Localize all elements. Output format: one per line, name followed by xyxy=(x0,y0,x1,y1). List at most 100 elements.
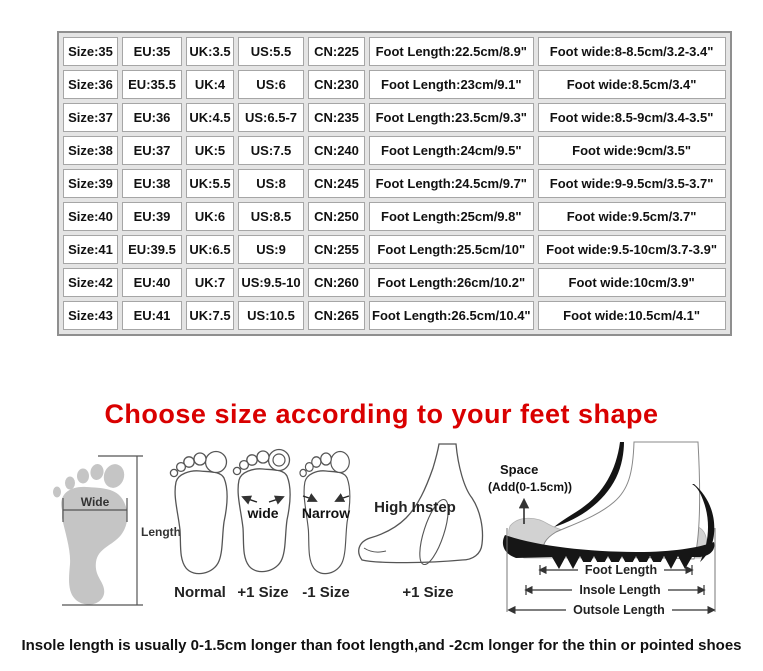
cell-us: US:10.5 xyxy=(238,301,304,330)
cell-foot-length: Foot Length:25.5cm/10" xyxy=(369,235,534,264)
cell-size: Size:41 xyxy=(63,235,118,264)
narrow-foot-size-label: -1 Size xyxy=(302,584,350,601)
high-instep-label: High Instep xyxy=(374,499,456,516)
table-row: Size:40 EU:39 UK:6 US:8.5 CN:250 Foot Le… xyxy=(63,202,726,231)
cell-foot-length: Foot Length:26.5cm/10.4" xyxy=(369,301,534,330)
table-row: Size:42 EU:40 UK:7 US:9.5-10 CN:260 Foot… xyxy=(63,268,726,297)
cell-cn: CN:250 xyxy=(308,202,365,231)
feet-shape-diagram: Wide Length Normal wide +1 Size Narrow -… xyxy=(53,441,716,617)
high-instep-size-label: +1 Size xyxy=(402,584,453,601)
size-table-body: Size:35 EU:35 UK:3.5 US:5.5 CN:225 Foot … xyxy=(63,37,726,330)
cell-foot-length: Foot Length:24.5cm/9.7" xyxy=(369,169,534,198)
cell-foot-length: Foot Length:23cm/9.1" xyxy=(369,70,534,99)
cell-foot-wide: Foot wide:8.5cm/3.4" xyxy=(537,70,726,99)
narrow-arrows-icon xyxy=(302,493,350,502)
cell-eu: EU:41 xyxy=(122,301,182,330)
cell-cn: CN:240 xyxy=(308,136,365,165)
outsole-icon xyxy=(502,535,715,569)
outsole-length-dim: Outsole Length xyxy=(507,602,716,617)
cell-eu: EU:39.5 xyxy=(122,235,182,264)
insole-length-dim: Insole Length xyxy=(524,582,706,597)
length-measure-label: Length xyxy=(141,525,181,539)
cell-size: Size:36 xyxy=(63,70,118,99)
shoe-heel-icon xyxy=(692,484,715,562)
normal-foot-diagram: Normal xyxy=(169,450,228,601)
insole-note: Insole length is usually 0-1.5cm longer … xyxy=(21,637,742,654)
cell-eu: EU:35 xyxy=(122,37,182,66)
table-row: Size:35 EU:35 UK:3.5 US:5.5 CN:225 Foot … xyxy=(63,37,726,66)
section-heading: Choose size according to your feet shape xyxy=(104,399,659,429)
cell-eu: EU:36 xyxy=(122,103,182,132)
cell-uk: UK:4.5 xyxy=(186,103,234,132)
table-row: Size:37 EU:36 UK:4.5 US:6.5-7 CN:235 Foo… xyxy=(63,103,726,132)
insole-length-label: Insole Length xyxy=(579,583,660,597)
cell-cn: CN:265 xyxy=(308,301,365,330)
cell-size: Size:43 xyxy=(63,301,118,330)
cell-uk: UK:5.5 xyxy=(186,169,234,198)
cell-foot-wide: Foot wide:9.5cm/3.7" xyxy=(537,202,726,231)
cell-foot-length: Foot Length:22.5cm/8.9" xyxy=(369,37,534,66)
cell-eu: EU:35.5 xyxy=(122,70,182,99)
shoe-front-icon xyxy=(554,442,624,527)
cell-uk: UK:6.5 xyxy=(186,235,234,264)
wide-measure-line xyxy=(62,498,128,522)
cell-foot-wide: Foot wide:9-9.5cm/3.5-3.7" xyxy=(537,169,726,198)
foot-length-dim: Foot Length xyxy=(538,562,694,577)
cell-us: US:9.5-10 xyxy=(238,268,304,297)
cell-eu: EU:39 xyxy=(122,202,182,231)
cell-cn: CN:225 xyxy=(308,37,365,66)
space-label: Space xyxy=(500,462,538,477)
cell-us: US:8.5 xyxy=(238,202,304,231)
foot-length-label: Foot Length xyxy=(585,563,657,577)
shoe-length-diagram: Space (Add(0-1.5cm)) Foot Length Insole … xyxy=(488,441,716,617)
cell-eu: EU:40 xyxy=(122,268,182,297)
cell-foot-wide: Foot wide:10.5cm/4.1" xyxy=(537,301,726,330)
cell-foot-length: Foot Length:26cm/10.2" xyxy=(369,268,534,297)
cell-uk: UK:7.5 xyxy=(186,301,234,330)
normal-foot-icon xyxy=(169,450,228,575)
wide-arrows-icon xyxy=(241,495,285,505)
cell-eu: EU:37 xyxy=(122,136,182,165)
cell-uk: UK:7 xyxy=(186,268,234,297)
cell-size: Size:39 xyxy=(63,169,118,198)
cell-cn: CN:260 xyxy=(308,268,365,297)
cell-us: US:7.5 xyxy=(238,136,304,165)
cell-size: Size:38 xyxy=(63,136,118,165)
cell-size: Size:37 xyxy=(63,103,118,132)
cell-us: US:8 xyxy=(238,169,304,198)
cell-size: Size:42 xyxy=(63,268,118,297)
footprint-measure-diagram: Wide Length xyxy=(53,455,181,606)
cell-foot-length: Foot Length:23.5cm/9.3" xyxy=(369,103,534,132)
cell-cn: CN:245 xyxy=(308,169,365,198)
cell-cn: CN:235 xyxy=(308,103,365,132)
cell-size: Size:35 xyxy=(63,37,118,66)
narrow-foot-inline-label: Narrow xyxy=(302,505,350,521)
foot-in-shoe-icon xyxy=(542,441,701,560)
table-row: Size:39 EU:38 UK:5.5 US:8 CN:245 Foot Le… xyxy=(63,169,726,198)
instep-band-icon xyxy=(419,498,449,566)
table-row: Size:41 EU:39.5 UK:6.5 US:9 CN:255 Foot … xyxy=(63,235,726,264)
cell-foot-wide: Foot wide:10cm/3.9" xyxy=(537,268,726,297)
wide-foot-size-label: +1 Size xyxy=(237,584,288,601)
cell-eu: EU:38 xyxy=(122,169,182,198)
cell-uk: UK:4 xyxy=(186,70,234,99)
space-detail-label: (Add(0-1.5cm)) xyxy=(488,480,572,494)
cell-foot-wide: Foot wide:8.5-9cm/3.4-3.5" xyxy=(537,103,726,132)
cell-cn: CN:230 xyxy=(308,70,365,99)
wide-foot-inline-label: wide xyxy=(246,505,278,521)
cell-size: Size:40 xyxy=(63,202,118,231)
wide-measure-label: Wide xyxy=(81,495,110,509)
wide-foot-diagram: wide +1 Size xyxy=(232,448,291,601)
outsole-length-label: Outsole Length xyxy=(573,603,665,617)
cell-uk: UK:5 xyxy=(186,136,234,165)
cell-uk: UK:3.5 xyxy=(186,37,234,66)
cell-us: US:6.5-7 xyxy=(238,103,304,132)
table-row: Size:43 EU:41 UK:7.5 US:10.5 CN:265 Foot… xyxy=(63,301,726,330)
cell-uk: UK:6 xyxy=(186,202,234,231)
cell-cn: CN:255 xyxy=(308,235,365,264)
cell-us: US:5.5 xyxy=(238,37,304,66)
cell-foot-length: Foot Length:25cm/9.8" xyxy=(369,202,534,231)
size-conversion-table: Size:35 EU:35 UK:3.5 US:5.5 CN:225 Foot … xyxy=(57,31,732,336)
cell-us: US:9 xyxy=(238,235,304,264)
high-instep-diagram: High Instep +1 Size xyxy=(358,443,484,601)
